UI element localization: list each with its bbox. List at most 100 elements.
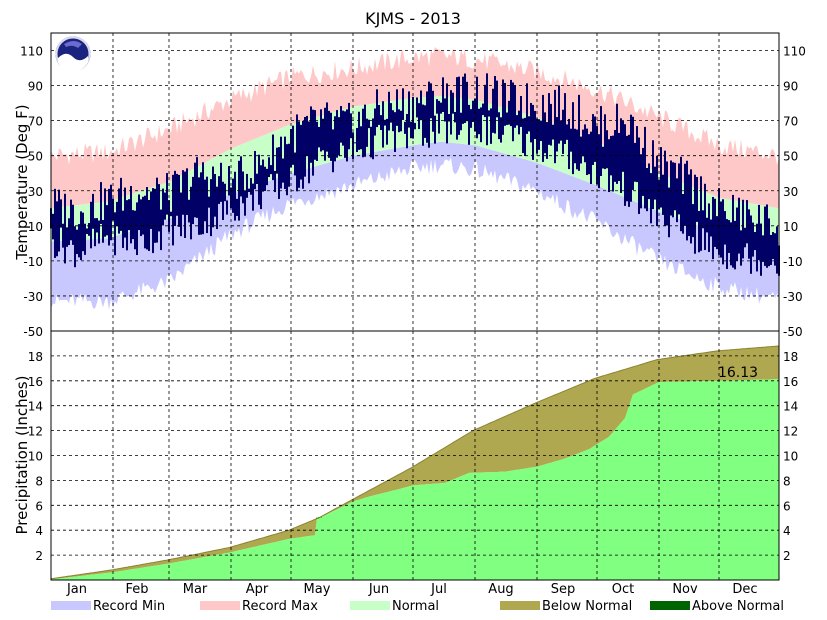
temperature-y-tick-label-right: -10 [783, 255, 803, 269]
observed-temperature-bar [518, 110, 520, 135]
observed-temperature-bars [50, 73, 780, 276]
observed-temperature-bar [252, 183, 254, 211]
observed-temperature-bar [694, 174, 696, 254]
observed-temperature-bar [186, 168, 188, 215]
observed-temperature-bar [372, 118, 374, 160]
observed-temperature-bar [588, 134, 590, 175]
observed-temperature-bar [210, 179, 212, 237]
observed-temperature-bar [342, 110, 344, 146]
precipitation-panel: 2 2 4 4 6 6 8 8 10 10 12 12 14 14 16 16 18 18 [28, 32, 798, 581]
observed-temperature-bar [410, 121, 412, 139]
observed-temperature-bar [680, 156, 682, 232]
observed-temperature-bar [108, 188, 110, 246]
observed-temperature-bar [172, 174, 174, 246]
precipitation-y-tick-label-right: 12 [783, 425, 798, 439]
observed-temperature-bar [72, 204, 74, 245]
precipitation-y-tick-label-left: 2 [35, 549, 43, 563]
x-tick-label-feb: Feb [125, 582, 148, 597]
observed-temperature-bar [64, 193, 66, 264]
observed-temperature-bar [682, 194, 684, 234]
observed-temperature-bar [312, 109, 314, 176]
observed-temperature-bar [618, 132, 620, 182]
observed-temperature-bar [716, 216, 718, 250]
observed-temperature-bar [652, 140, 654, 210]
observed-temperature-bar [512, 82, 514, 142]
observed-temperature-bar [376, 89, 378, 128]
temperature-panel: -50 -50 -30 -30 -10 -10 10 10 30 30 50 50 70 70 90 90 11… [20, 33, 806, 339]
observed-temperature-bar [584, 124, 586, 163]
grid [50, 331, 779, 580]
observed-temperature-bar [114, 212, 116, 256]
observed-temperature-bar [196, 157, 198, 218]
temperature-y-tick-label-left: 50 [28, 150, 43, 164]
observed-temperature-bar [102, 219, 104, 243]
observed-temperature-bar [368, 119, 370, 129]
observed-temperature-bar [198, 177, 200, 235]
observed-temperature-bar [318, 126, 320, 148]
observed-temperature-bar [418, 103, 420, 130]
observed-temperature-bar [728, 220, 730, 253]
precipitation-y-tick-label-right: 6 [783, 499, 791, 513]
observed-temperature-bar [650, 173, 652, 224]
observed-temperature-bar [708, 203, 710, 252]
observed-temperature-bar [438, 100, 440, 134]
observed-temperature-bar [616, 103, 618, 184]
observed-temperature-bar [396, 89, 398, 126]
observed-temperature-bar [660, 147, 662, 208]
observed-temperature-bar [150, 191, 152, 229]
x-tick-label-apr: Apr [246, 582, 269, 597]
observed-temperature-bar [404, 121, 406, 134]
x-tick-label-dec: Dec [732, 582, 757, 597]
observed-temperature-bar [60, 199, 62, 228]
observed-temperature-bar [432, 90, 434, 132]
observed-temperature-bar [642, 147, 644, 196]
observed-temperature-bar [136, 202, 138, 256]
observed-temperature-bar [648, 163, 650, 200]
observed-temperature-bar [126, 200, 128, 251]
observed-temperature-bar [420, 90, 422, 121]
observed-temperature-bar [426, 91, 428, 143]
observed-temperature-bar [698, 210, 700, 253]
observed-temperature-bar [422, 104, 424, 146]
observed-temperature-bar [636, 126, 638, 183]
observed-temperature-bar [232, 178, 234, 213]
x-tick-label-aug: Aug [488, 582, 513, 597]
observed-temperature-bar [688, 174, 690, 237]
observed-temperature-bar [706, 217, 708, 233]
observed-temperature-bar [726, 219, 728, 269]
observed-temperature-bar [482, 103, 484, 116]
observed-temperature-bar [474, 98, 476, 132]
observed-temperature-bar [654, 166, 656, 200]
observed-temperature-bar [320, 109, 322, 152]
observed-temperature-bar [522, 118, 524, 154]
observed-temperature-bar [692, 204, 694, 238]
observed-temperature-bar [226, 200, 228, 215]
observed-temperature-bar [236, 198, 238, 216]
observed-temperature-bar [684, 163, 686, 226]
observed-temperature-bar [332, 129, 334, 173]
observed-temperature-bar [632, 116, 634, 190]
observed-temperature-bar [222, 181, 224, 221]
observed-temperature-bar [734, 220, 736, 270]
observed-temperature-bar [628, 134, 630, 207]
observed-temperature-bar [154, 188, 156, 243]
observed-temperature-bar [106, 205, 108, 236]
observed-temperature-bar [346, 109, 348, 162]
observed-temperature-bar [360, 126, 362, 150]
observed-temperature-bar [52, 213, 54, 240]
precipitation-y-tick-label-left: 12 [28, 425, 43, 439]
observed-temperature-bar [264, 166, 266, 191]
observed-temperature-bar [550, 103, 552, 146]
observed-temperature-bar [554, 89, 556, 164]
observed-temperature-bar [440, 102, 442, 114]
precipitation-y-tick-label-right: 18 [783, 350, 798, 364]
chart-title: KJMS - 2013 [365, 9, 461, 28]
observed-temperature-bar [724, 211, 726, 245]
observed-temperature-bar [528, 116, 530, 132]
observed-temperature-bar [242, 171, 244, 204]
observed-temperature-bar [624, 124, 626, 206]
observed-temperature-bar [582, 129, 584, 157]
observed-temperature-bar [274, 170, 276, 193]
observed-temperature-bar [256, 173, 258, 185]
observed-temperature-bar [602, 146, 604, 169]
